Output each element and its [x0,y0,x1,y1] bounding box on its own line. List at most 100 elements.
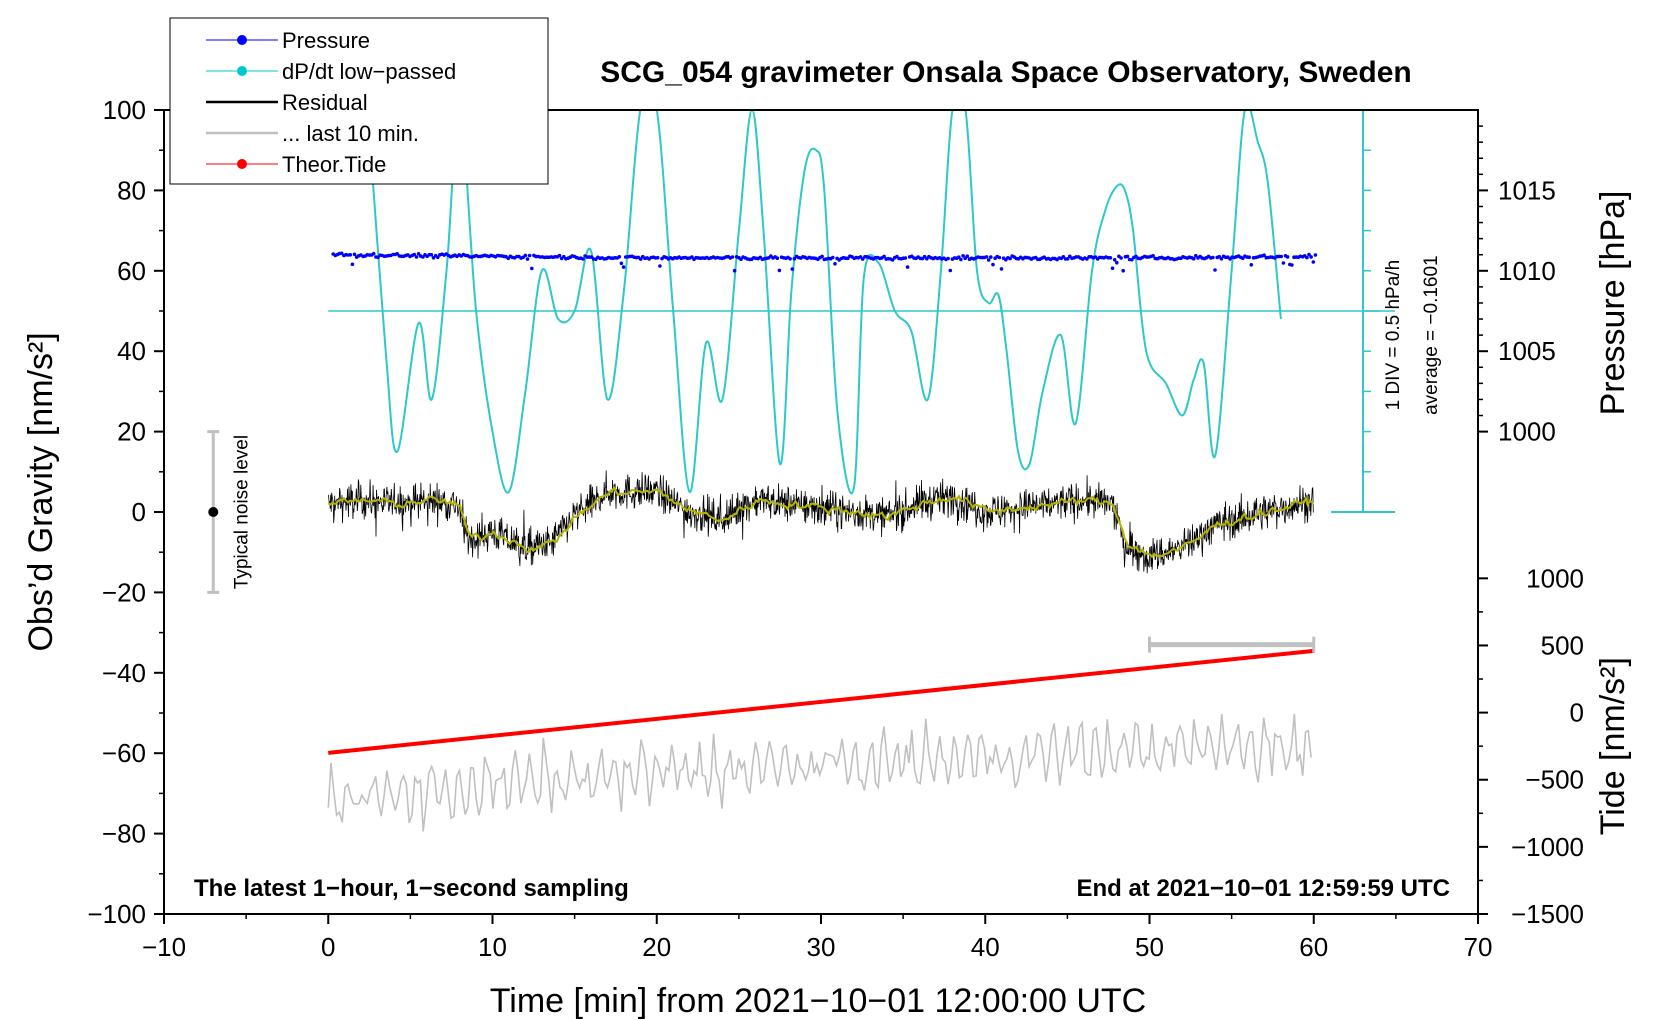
series-pressure [331,251,1318,273]
dpdt-scale-label: 1 DIV = 0.5 hPa/h [1383,260,1404,411]
pressure-point [775,256,780,261]
y-axis-title: Obs’d Gravity [nm/s²] [22,332,60,651]
legend-marker-4 [237,159,247,169]
pressure-point [617,254,622,259]
pressure-point [957,255,961,259]
pressure-point [1119,256,1123,260]
y-tick-label: 80 [117,175,146,205]
pressure-point [1151,254,1155,258]
legend-marker-1 [237,66,247,76]
pressure-point [655,255,660,260]
pressure-point [436,255,440,259]
tide-tick-label: 0 [1570,698,1584,728]
pressure-tick-label: 1015 [1498,175,1556,205]
pressure-point [557,253,562,258]
tide-tick-label: −1000 [1511,832,1584,862]
pressure-point [429,253,434,257]
pressure-point [1112,258,1117,262]
x-tick-label: 20 [642,932,671,962]
legend-label-4: Theor.Tide [282,152,386,177]
pressure-point [732,268,737,273]
pressure-point [903,256,908,260]
pressure-point [831,255,835,260]
pressure-point [619,261,624,266]
legend-label-1: dP/dt low−passed [282,59,456,84]
pressure-point [350,262,355,267]
pressure-point [989,255,993,259]
pressure-point [948,268,953,273]
pressure-point [1262,253,1266,257]
x-tick-label: 0 [321,932,335,962]
x-axis-title: Time [min] from 2021−10−01 12:00:00 UTC [490,982,1146,1020]
pressure-point [1307,252,1311,257]
pressure-point [1061,254,1066,259]
pressure-point [1305,255,1309,260]
pressure-point [523,253,528,258]
data-layer: Typical noise level 1 DIV = 0.5 hPa/h aver… [207,109,1442,832]
series-residual [327,470,1314,574]
pressure-point [1313,253,1318,257]
pressure-point [792,256,797,261]
pressure-point [658,264,662,268]
pressure-point [339,251,344,256]
pressure-point [1121,268,1125,273]
tide-tick-label: 1000 [1526,563,1584,593]
pressure-point [730,255,735,259]
y-tick-label: −40 [102,658,146,688]
pressure-point [997,255,1002,260]
legend-label-3: ... last 10 min. [282,121,419,146]
legend: Pressure dP/dt low−passed Residual ... last… [169,17,549,185]
legend-label-2: Residual [282,90,368,115]
pressure-point [788,257,792,261]
axes: −10 0 10 20 30 40 50 60 70100806040200−20−40−60−… [22,56,1632,1020]
legend-marker-0 [237,35,247,45]
series-residual-lowpassed [327,485,1315,559]
y-tick-label: 40 [117,336,146,366]
pressure-point [1065,257,1070,261]
noise-level-label: Typical noise level [231,435,252,589]
pressure-point [416,252,421,256]
x-tick-label: 30 [807,932,836,962]
y-tick-label: −60 [102,738,146,768]
noise-level-center [208,507,219,517]
pressure-point [1279,254,1283,259]
y-tick-label: 0 [132,497,146,527]
pressure-point [1213,268,1217,272]
pressure-point [1219,256,1224,261]
pressure-point [352,252,357,257]
y-tick-label: 100 [103,95,146,125]
pressure-point [820,254,824,259]
note-end-time: End at 2021−10−01 12:59:59 UTC [1076,875,1450,902]
x-tick-label: 50 [1135,932,1164,962]
pressure-tick-label: 1010 [1498,256,1556,286]
pressure-point [1130,257,1134,262]
pressure-point [527,253,532,258]
pressure-point [777,268,782,273]
x-tick-label: 70 [1464,932,1493,962]
pressure-point [965,254,970,258]
dpdt-average-label: average = −0.1601 [1421,255,1442,415]
pressure-point [991,262,995,267]
pressure-point [860,257,865,261]
y-tick-label: 60 [117,256,146,286]
pressure-point [1194,253,1198,258]
pressure-point [1125,254,1130,259]
y-tick-label: 20 [117,417,146,447]
y-tick-label: −20 [102,577,146,607]
pressure-point [1290,263,1294,267]
pressure-point [905,265,910,269]
y-tick-label: −100 [87,899,146,929]
tide-tick-label: −1500 [1511,899,1584,929]
series-dpdt-lowpassed [366,110,1282,495]
pressure-point [984,255,989,259]
pressure-point [986,258,991,262]
pressure-point [1311,260,1316,264]
pressure-point [371,251,376,256]
pressure-point [1281,261,1286,265]
pressure-point [833,262,837,266]
pressure-point [1191,256,1196,261]
x-tick-label: 10 [478,932,507,962]
pressure-axis-title: Pressure [hPa] [1594,191,1632,416]
legend-label-0: Pressure [282,28,370,53]
pressure-point [621,265,626,269]
